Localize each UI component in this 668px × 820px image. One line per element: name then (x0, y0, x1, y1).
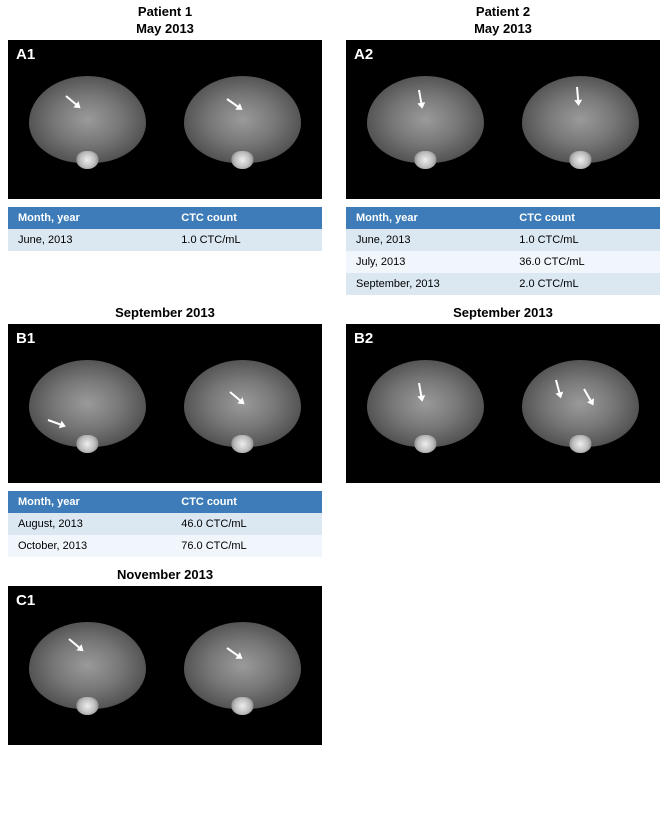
panel-b2-label: B2 (354, 330, 373, 347)
panel-b2: B2 (346, 324, 660, 483)
table-a2-r1c1: 36.0 CTC/mL (509, 251, 660, 273)
scan-b1-right (167, 328, 318, 479)
table-a2-h1: CTC count (509, 207, 660, 229)
col-patient1-nov: November 2013 C1 (8, 567, 334, 745)
col-patient2-sep: September 2013 B2 (334, 305, 660, 557)
scan-b2-right (505, 328, 656, 479)
col-patient2-may: Patient 2 May 2013 A2 Month, year CTC co… (334, 4, 660, 295)
col-patient1-sep: September 2013 B1 Month, year CTC count (8, 305, 334, 557)
panel-a2: A2 (346, 40, 660, 199)
row-nov: November 2013 C1 (8, 567, 660, 745)
patient1-nov-date: November 2013 (117, 567, 213, 582)
scan-a2-left (350, 44, 501, 195)
panel-c1: C1 (8, 586, 322, 745)
patient1-sep-date: September 2013 (115, 305, 215, 320)
table-a2-r2c0: September, 2013 (346, 273, 509, 295)
scan-a2-right (505, 44, 656, 195)
patient2-sep-date: September 2013 (453, 305, 553, 320)
table-a1-h1: CTC count (171, 207, 322, 229)
table-a2-h0: Month, year (346, 207, 509, 229)
row-may: Patient 1 May 2013 A1 Month, year CTC co… (8, 4, 660, 295)
table-a1-h0: Month, year (8, 207, 171, 229)
patient1-may-date: May 2013 (136, 21, 194, 36)
patient1-title: Patient 1 (138, 4, 192, 19)
figure-root: Patient 1 May 2013 A1 Month, year CTC co… (0, 0, 668, 759)
panel-a2-label: A2 (354, 46, 373, 63)
scan-a1-left (12, 44, 163, 195)
table-a1-r0c0: June, 2013 (8, 229, 171, 251)
table-a2-r1c0: July, 2013 (346, 251, 509, 273)
col-patient1-may: Patient 1 May 2013 A1 Month, year CTC co… (8, 4, 334, 295)
table-a1-r0c1: 1.0 CTC/mL (171, 229, 322, 251)
panel-b1: B1 (8, 324, 322, 483)
scan-c1-right (167, 590, 318, 741)
scan-a1-right (167, 44, 318, 195)
panel-a1-label: A1 (16, 46, 35, 63)
panel-a1: A1 (8, 40, 322, 199)
panel-b1-label: B1 (16, 330, 35, 347)
scan-b1-left (12, 328, 163, 479)
patient2-title: Patient 2 (476, 4, 530, 19)
table-b1-r1c1: 76.0 CTC/mL (171, 535, 322, 557)
scan-b2-left (350, 328, 501, 479)
panel-c1-label: C1 (16, 592, 35, 609)
table-b1-h0: Month, year (8, 491, 171, 513)
table-b1: Month, year CTC count August, 2013 46.0 … (8, 491, 322, 557)
table-a2: Month, year CTC count June, 2013 1.0 CTC… (346, 207, 660, 295)
table-b1-r1c0: October, 2013 (8, 535, 171, 557)
table-a1: Month, year CTC count June, 2013 1.0 CTC… (8, 207, 322, 251)
row-sep: September 2013 B1 Month, year CTC count (8, 305, 660, 557)
table-a2-r2c1: 2.0 CTC/mL (509, 273, 660, 295)
patient2-may-date: May 2013 (474, 21, 532, 36)
scan-c1-left (12, 590, 163, 741)
table-b1-r0c0: August, 2013 (8, 513, 171, 535)
table-a2-r0c0: June, 2013 (346, 229, 509, 251)
table-b1-h1: CTC count (171, 491, 322, 513)
table-a2-r0c1: 1.0 CTC/mL (509, 229, 660, 251)
table-b1-r0c1: 46.0 CTC/mL (171, 513, 322, 535)
col-empty (334, 567, 660, 745)
